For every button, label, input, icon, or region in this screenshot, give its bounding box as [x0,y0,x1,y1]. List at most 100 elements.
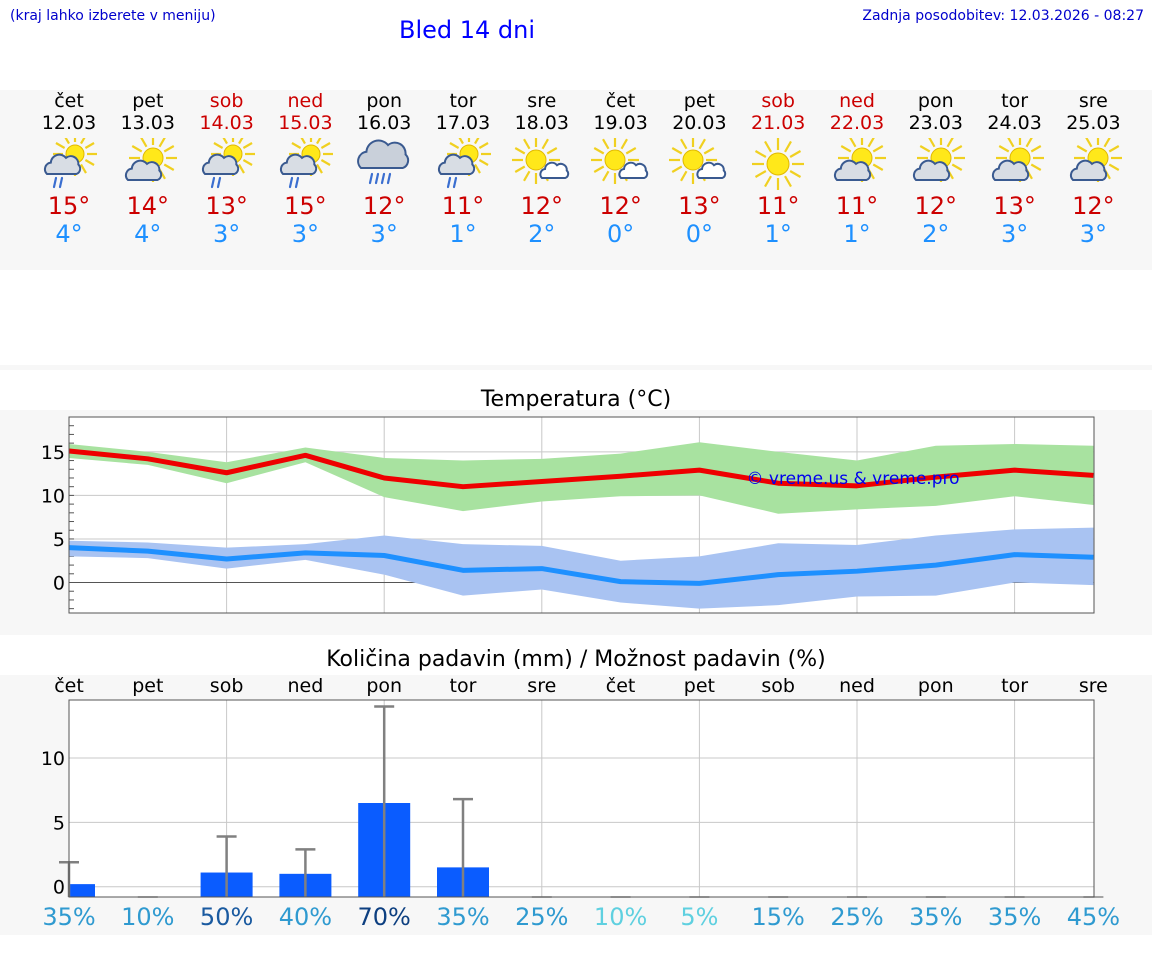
day-date: 18.03 [514,112,569,134]
min-temperature: 2° [922,220,950,248]
daily-forecast-band [0,90,1152,270]
day-name: sre [527,90,557,112]
day-date: 24.03 [987,112,1042,134]
min-temperature-line [68,545,1094,586]
min-temperature: 3° [212,220,241,248]
y-tick-label: 0 [53,573,65,595]
day-name: ned [839,90,875,112]
precipitation-probability-label: 15% [751,903,805,931]
day-name: pet [132,90,164,112]
precipitation-bar [69,884,95,897]
min-temperature: 4° [55,220,83,248]
day-name: ned [287,90,324,112]
sun-cloud-light-rain-icon [438,138,491,189]
precipitation-day-label: čet [54,675,84,697]
sun-cloud-light-rain-icon [44,138,97,189]
min-temperature: 4° [134,220,162,248]
y-tick-label: 10 [41,748,65,770]
max-temperature: 15° [284,192,327,220]
max-temperature: 12° [914,192,958,220]
max-temperature: 14° [126,192,170,220]
min-temperature: 3° [1000,220,1029,248]
precipitation-day-label: sob [761,675,795,697]
min-temperature: 0° [685,220,714,248]
sun-cloud-icon [1070,138,1123,182]
max-temperature: 12° [1072,192,1115,220]
precipitation-day-label: čet [605,675,636,697]
min-temperature: 1° [764,220,792,248]
day-name: čet [605,90,636,112]
sun-cloud-light-rain-icon [280,138,334,189]
precipitation-probability-label: 35% [909,903,963,931]
day-date: 14.03 [199,112,254,134]
day-date: 17.03 [435,112,491,134]
day-date: 19.03 [593,112,648,134]
precipitation-day-label: tor [449,675,477,697]
max-temperature: 11° [441,192,485,220]
day-name: sob [209,90,244,112]
precipitation-probability-label: 25% [515,903,569,931]
min-temperature: 0° [606,220,635,248]
day-column: pet 20.03 13° 0° [659,90,739,248]
precipitation-day-label: sob [209,675,244,697]
day-name: tor [449,90,477,112]
day-name: pet [683,90,715,112]
y-tick-label: 5 [53,529,65,551]
day-name: čet [54,90,84,112]
sun-cloud-icon [834,138,886,182]
day-column: ned 22.03 11° 1° [817,90,897,248]
day-date: 22.03 [829,112,885,134]
day-column: pet 13.03 14° 4° [108,90,188,248]
location-hint: (kraj lahko izberete v meniju) [10,8,216,24]
precipitation-day-label: pet [683,675,715,697]
sun-cloud-light-rain-icon [201,138,255,189]
day-name: pon [917,90,954,112]
precipitation-chart-title: Količina padavin (mm) / Možnost padavin … [326,647,826,672]
max-temperature: 13° [205,192,248,220]
sun-cloud-icon [124,138,177,182]
day-date: 25.03 [1066,112,1121,134]
sun-icon [752,138,805,190]
cloud-rain-icon [357,139,410,185]
min-temperature: 3° [370,220,398,248]
precipitation-day-label: ned [839,675,875,697]
precipitation-probability-label: 35% [42,903,96,931]
day-column: pon 23.03 12° 2° [896,90,976,248]
max-temperature: 13° [678,192,721,220]
sun-small-cloud-icon [669,138,727,184]
min-temperature: 3° [291,220,320,248]
plot-frame [68,699,1095,898]
temperature-chart-title: Temperatura (°C) [480,387,672,412]
day-column: ned 15.03 15° 3° [265,90,345,248]
min-temperature: 1° [843,220,871,248]
watermark: © vreme.us & vreme.pro [746,469,959,489]
max-temperature: 15° [47,192,91,220]
sun-cloud-icon [912,138,965,182]
plot-area [69,700,1094,897]
separator [0,365,1152,370]
day-date: 13.03 [120,112,175,134]
precipitation-probability-label: 10% [121,903,175,931]
sun-cloud-icon [991,138,1044,182]
max-temperature: 13° [993,192,1036,220]
min-range-band [69,527,1094,609]
plot-frame [68,416,1095,614]
sun-small-cloud-icon [590,138,648,184]
precipitation-probability-label: 10% [593,903,648,931]
precipitation-day-label: pon [917,675,954,697]
day-column: pon 16.03 12° 3° [344,90,424,248]
precipitation-day-label: pet [132,675,164,697]
last-updated: Zadnja posodobitev: 12.03.2026 - 08:27 [862,8,1144,24]
precipitation-probability-label: 5% [680,903,719,931]
day-name: pon [366,90,403,112]
precipitation-day-label: pon [366,675,403,697]
day-date: 21.03 [750,112,806,134]
page-title: Bled 14 dni [399,16,536,44]
day-column: čet 19.03 12° 0° [581,90,661,248]
y-tick-label: 10 [41,485,65,507]
precipitation-day-label: sre [527,675,557,697]
day-column: čet 12.03 15° 4° [29,90,109,248]
y-tick-label: 15 [41,442,65,464]
